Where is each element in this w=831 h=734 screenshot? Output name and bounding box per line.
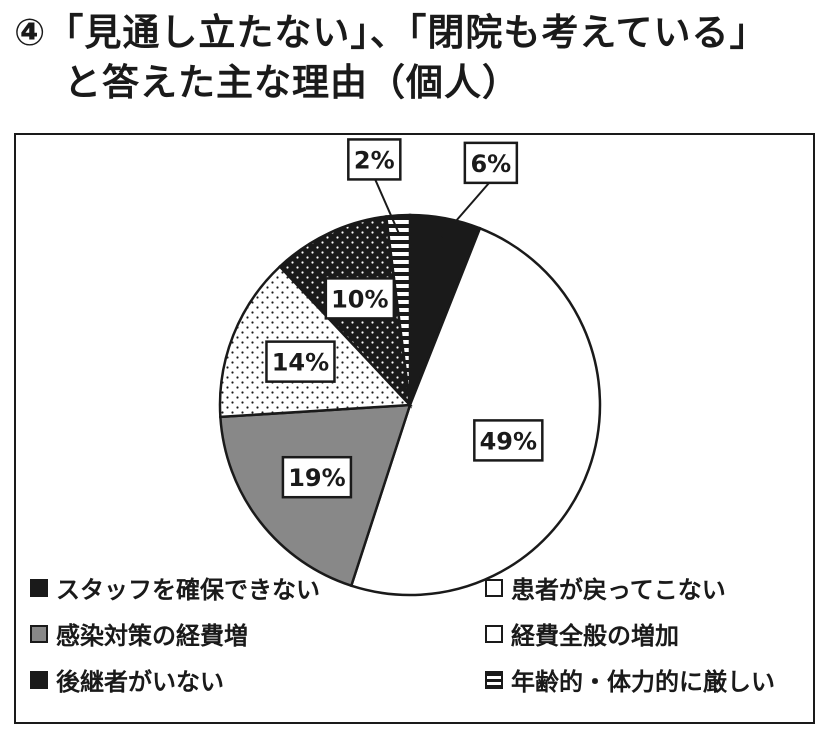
legend-label: スタッフを確保できない (56, 576, 320, 604)
legend-swatch (485, 578, 503, 597)
legend-item: 後継者がいない (30, 662, 224, 697)
pie-value-labels: 6% 49% 19% 14% 10% 2% (265, 138, 544, 499)
legend-label: 感染対策の経費増 (56, 622, 248, 650)
slice-value-label: 2% (354, 146, 395, 174)
value-label-box (265, 340, 336, 383)
legend-item: 患者が戻ってこない (485, 570, 726, 605)
chart-title-line-2: と答えた主な理由（個人） (64, 61, 520, 104)
legend-label: 年齢的・体力的に厳しい (511, 668, 775, 696)
pie-slice (384, 213, 412, 406)
value-label-leader (373, 177, 401, 235)
slice-value-label: 6% (470, 150, 511, 178)
legend-swatch (30, 578, 48, 597)
legend-item: 経費全般の増加 (485, 616, 679, 651)
chart-frame (14, 133, 815, 724)
slice-value-label: 10% (331, 285, 388, 313)
slice-value-label: 19% (288, 464, 345, 492)
value-label-box (473, 419, 544, 462)
legend-swatch (30, 624, 48, 643)
value-label-box (347, 138, 402, 181)
legend-label: 患者が戻ってこない (511, 576, 726, 604)
legend-item: 感染対策の経費増 (30, 616, 248, 651)
chart-legend: スタッフを確保できない 患者が戻ってこない感染対策の経費増 経費全般の増加後継者がい… (30, 570, 820, 720)
legend-item: 年齢的・体力的に厳しい (485, 662, 775, 697)
slice-value-label: 14% (272, 349, 329, 377)
value-label-leader (441, 180, 492, 238)
chart-title: ④「見通し立たない」、「閉院も考えている」 と答えた主な理由（個人） (14, 8, 824, 108)
value-label-box (324, 277, 396, 320)
legend-swatch (485, 624, 503, 643)
legend-label: 後継者がいない (56, 668, 224, 696)
value-label-box (463, 141, 519, 185)
pie-slice (349, 226, 602, 597)
value-label-box (281, 455, 353, 499)
legend-label: 経費全般の増加 (511, 622, 679, 650)
legend-swatch (30, 670, 48, 689)
legend-swatch (485, 670, 503, 689)
pie-slices (218, 213, 602, 597)
slice-value-label: 49% (480, 427, 537, 455)
legend-item: スタッフを確保できない (30, 570, 320, 605)
chart-title-line-1: ④「見通し立たない」、「閉院も考えている」 (14, 11, 768, 54)
